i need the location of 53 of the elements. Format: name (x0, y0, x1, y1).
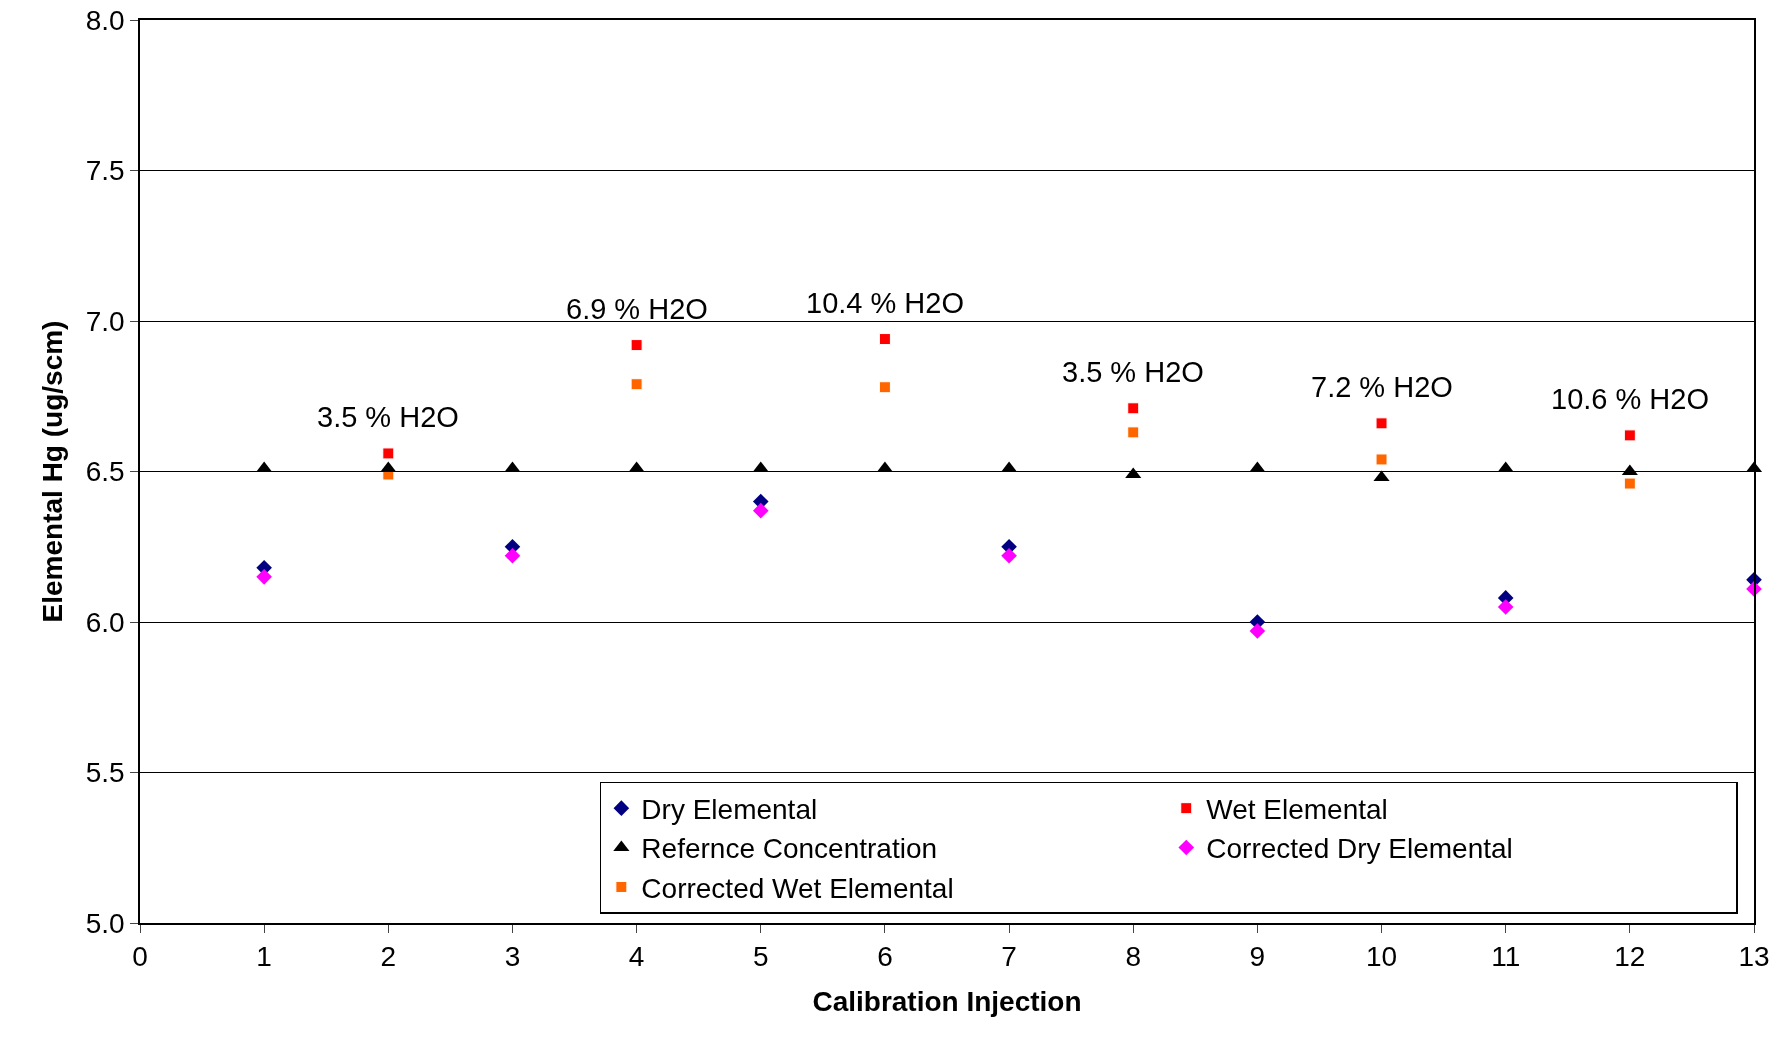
x-tick-label: 3 (504, 941, 521, 973)
legend-label: Dry Elemental (641, 794, 818, 826)
x-tick-label: 8 (1125, 941, 1142, 973)
x-tick-label: 9 (1249, 941, 1266, 973)
y-axis-title: Elemental Hg (ug/scm) (36, 320, 68, 623)
legend-label: Corrected Dry Elemental (1206, 833, 1513, 865)
x-tick-label: 13 (1738, 941, 1770, 973)
point (1623, 477, 1636, 490)
x-tick-label: 11 (1491, 941, 1521, 973)
annotation: 7.2 % H2O (1311, 371, 1453, 403)
legend-label: Wet Elemental (1206, 794, 1388, 826)
point (1249, 623, 1266, 639)
x-axis-title: Calibration Injection (812, 985, 1082, 1017)
annotation: 10.4 % H2O (806, 287, 964, 319)
x-tick-label: 12 (1614, 941, 1646, 973)
y-tick-label: 7.0 (85, 305, 125, 337)
x-tick-label: 4 (628, 941, 645, 973)
point (1497, 599, 1514, 615)
point (1623, 429, 1636, 442)
point (504, 547, 521, 564)
point (1127, 402, 1140, 415)
x-tick-label: 10 (1365, 941, 1398, 973)
annotation: 3.5 % H2O (317, 401, 459, 433)
x-tick-label: 2 (380, 941, 397, 973)
x-tick-label: 1 (256, 941, 272, 973)
point (752, 502, 769, 519)
x-tick-label: 7 (1001, 941, 1017, 973)
x-tick-label: 6 (877, 941, 893, 973)
y-tick-label: 5.5 (85, 757, 125, 789)
point (630, 339, 643, 352)
y-tick-label: 8.0 (85, 4, 125, 36)
point (878, 333, 891, 346)
annotation: 10.6 % H2O (1551, 383, 1709, 415)
legend-label: Corrected Wet Elemental (641, 872, 954, 904)
point (256, 569, 272, 585)
x-tick-label: 5 (752, 941, 769, 973)
point (1127, 426, 1140, 439)
point (878, 381, 891, 394)
point (1373, 470, 1390, 482)
x-tick-label: 0 (132, 941, 148, 973)
point (1375, 453, 1388, 466)
point (1125, 467, 1142, 479)
point (382, 447, 395, 460)
point (1001, 547, 1017, 564)
y-tick-label: 5.0 (85, 907, 125, 939)
y-tick-label: 7.5 (85, 155, 125, 187)
annotation: 3.5 % H2O (1062, 356, 1204, 388)
legend-label: Refernce Concentration (641, 833, 938, 865)
annotation: 6.9 % H2O (566, 293, 708, 325)
y-tick-label: 6.5 (85, 456, 125, 488)
y-tick-label: 6.0 (85, 606, 125, 638)
point (1375, 417, 1388, 430)
point (630, 378, 643, 391)
